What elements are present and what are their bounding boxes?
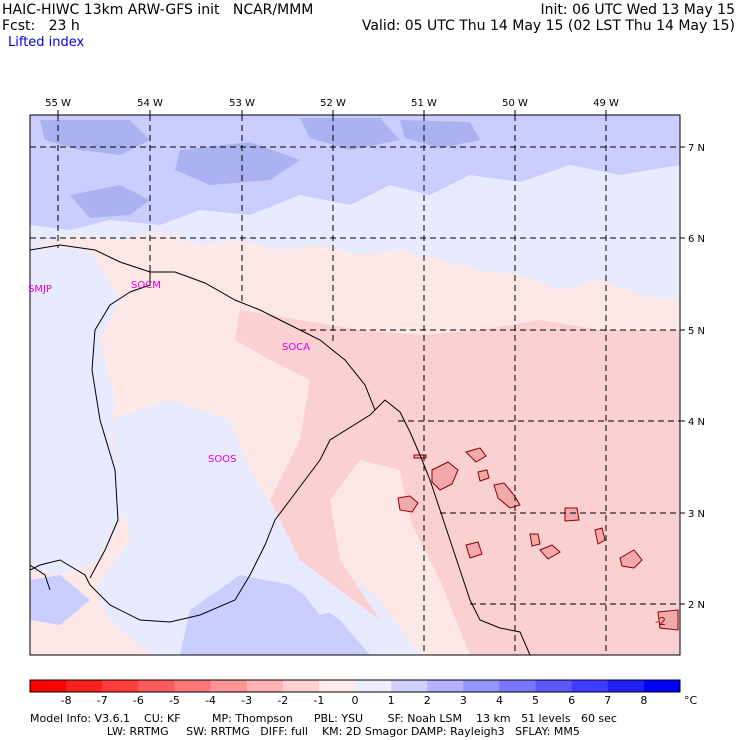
- positive-core-2: [175, 142, 300, 185]
- colorbar-swatch: [463, 680, 500, 692]
- negative-contour-2: [431, 461, 459, 491]
- colorbar-swatch: [607, 680, 645, 692]
- colorbar-tick-label: -6: [133, 694, 144, 707]
- colorbar-swatch: [571, 680, 609, 692]
- border-guyana-suriname: [89, 265, 151, 579]
- longitude-labels: 55 W 54 W 53 W 52 W 51 W 50 W 49 W: [45, 98, 619, 115]
- colorbar-swatch: [499, 680, 537, 692]
- negative-contour-6: [564, 507, 580, 522]
- colorbar: -8 -7 -6 -5 -4 -3 -2 -1 0 1 2 3 4 5 6 7 8 °C: [29, 679, 698, 707]
- colorbar-tick-label: -4: [205, 694, 216, 707]
- positive-core-5: [400, 120, 480, 148]
- positive-core-1: [40, 120, 150, 155]
- plot-frame: [29, 114, 681, 656]
- negative-contour-1: [397, 495, 419, 513]
- colorbar-swatch: [30, 680, 67, 692]
- colorbar-swatch: [427, 680, 464, 692]
- lon-label-54w: 54 W: [137, 98, 163, 109]
- negative-contour-5: [493, 482, 521, 509]
- positive-core-4: [70, 185, 150, 218]
- colorbar-tick-label: -5: [169, 694, 180, 707]
- colorbar-tick-label: 3: [460, 694, 467, 707]
- lon-label-51w: 51 W: [411, 98, 437, 109]
- positive-band-north-deep: [30, 115, 680, 230]
- colorbar-tick-label: 2: [424, 694, 431, 707]
- lat-lon-grid: [30, 115, 680, 655]
- field-name: Lifted index: [8, 35, 85, 50]
- negative-contour-3: [465, 447, 487, 463]
- negative-contour-13: [657, 609, 679, 631]
- lat-label-6n: 6 N: [688, 234, 705, 245]
- lat-label-2n: 2 N: [688, 600, 705, 611]
- colorbar-swatch: [246, 680, 284, 692]
- colorbar-unit: °C: [684, 694, 698, 707]
- positive-core-south: [180, 575, 370, 655]
- model-info-line-1: Model Info: V3.6.1 CU: KF MP: Thompson P…: [30, 712, 617, 725]
- negative-contour-9: [465, 541, 483, 559]
- positive-core-southwest: [30, 575, 90, 625]
- station-smjp: SMJP: [28, 284, 52, 295]
- station-soos: SOOS: [208, 454, 236, 465]
- lon-label-49w: 49 W: [593, 98, 619, 109]
- colorbar-swatch: [138, 680, 175, 692]
- colorbar-tick-label: -7: [97, 694, 108, 707]
- colorbar-tick-label: 7: [604, 694, 611, 707]
- model-title: HAIC-HIWC 13km ARW-GFS init NCAR/MMM: [2, 2, 314, 18]
- lat-label-4n: 4 N: [688, 417, 705, 428]
- colorbar-swatch: [535, 680, 573, 692]
- colorbar-swatch: [282, 680, 320, 692]
- colorbar-swatch: [355, 680, 392, 692]
- station-soca: SOCA: [282, 342, 310, 353]
- border-suriname-frenchguiana: [30, 409, 376, 623]
- lon-label-52w: 52 W: [320, 98, 346, 109]
- lon-label-50w: 50 W: [502, 98, 528, 109]
- colorbar-swatch: [174, 680, 212, 692]
- station-labels: SMJP SOCM SOCA SOOS: [28, 280, 310, 465]
- latitude-labels: 7 N 6 N 5 N 4 N 3 N 2 N: [680, 143, 705, 611]
- colorbar-swatch: [210, 680, 248, 692]
- colorbar-tick-label: 6: [568, 694, 575, 707]
- init-time: Init: 06 UTC Wed 13 May 15: [540, 2, 735, 18]
- lat-label-5n: 5 N: [688, 326, 705, 337]
- lat-label-3n: 3 N: [688, 509, 705, 520]
- colorbar-tick-label: 5: [532, 694, 539, 707]
- negative-contour-11: [619, 549, 643, 569]
- colorbar-tick-label: -3: [241, 694, 252, 707]
- colorbar-swatch: [391, 680, 428, 692]
- colorbar-swatch: [102, 680, 139, 692]
- positive-core-3: [300, 118, 400, 150]
- colorbar-tick-label: -2: [277, 694, 288, 707]
- forecast-hour: Fcst: 23 h: [2, 18, 80, 34]
- negative-contour-10: [594, 527, 606, 545]
- negative-contour-4: [477, 469, 490, 482]
- colorbar-tick-label: -1: [313, 694, 324, 707]
- colorbar-tick-label: -8: [61, 694, 72, 707]
- colorbar-swatch: [318, 680, 356, 692]
- lon-label-53w: 53 W: [229, 98, 255, 109]
- positive-region-west: [30, 245, 130, 575]
- negative-contour-8: [539, 544, 561, 560]
- colorbar-tick-label: 1: [388, 694, 395, 707]
- lat-label-7n: 7 N: [688, 143, 705, 154]
- coastline-and-borders: [30, 244, 531, 655]
- contour-label: -2: [655, 615, 666, 628]
- model-info-line-2: LW: RRTMG SW: RRTMG DIFF: full KM: 2D Sm…: [30, 725, 580, 738]
- valid-time: Valid: 05 UTC Thu 14 May 15 (02 LST Thu …: [361, 18, 735, 34]
- station-socm: SOCM: [131, 280, 161, 291]
- border-southwest: [30, 564, 51, 591]
- colorbar-frame: [29, 679, 681, 693]
- colorbar-swatch: [643, 680, 681, 692]
- negative-contour-7: [529, 533, 541, 547]
- colorbar-swatch: [66, 680, 103, 692]
- colorbar-tick-label: 4: [496, 694, 503, 707]
- negative-region-east: [235, 310, 680, 655]
- negative-contour-12: [413, 454, 427, 459]
- colorbar-tick-label: 8: [640, 694, 647, 707]
- colorbar-tick-label: 0: [352, 694, 359, 707]
- lifted-index-field: [30, 115, 680, 655]
- lon-label-55w: 55 W: [45, 98, 71, 109]
